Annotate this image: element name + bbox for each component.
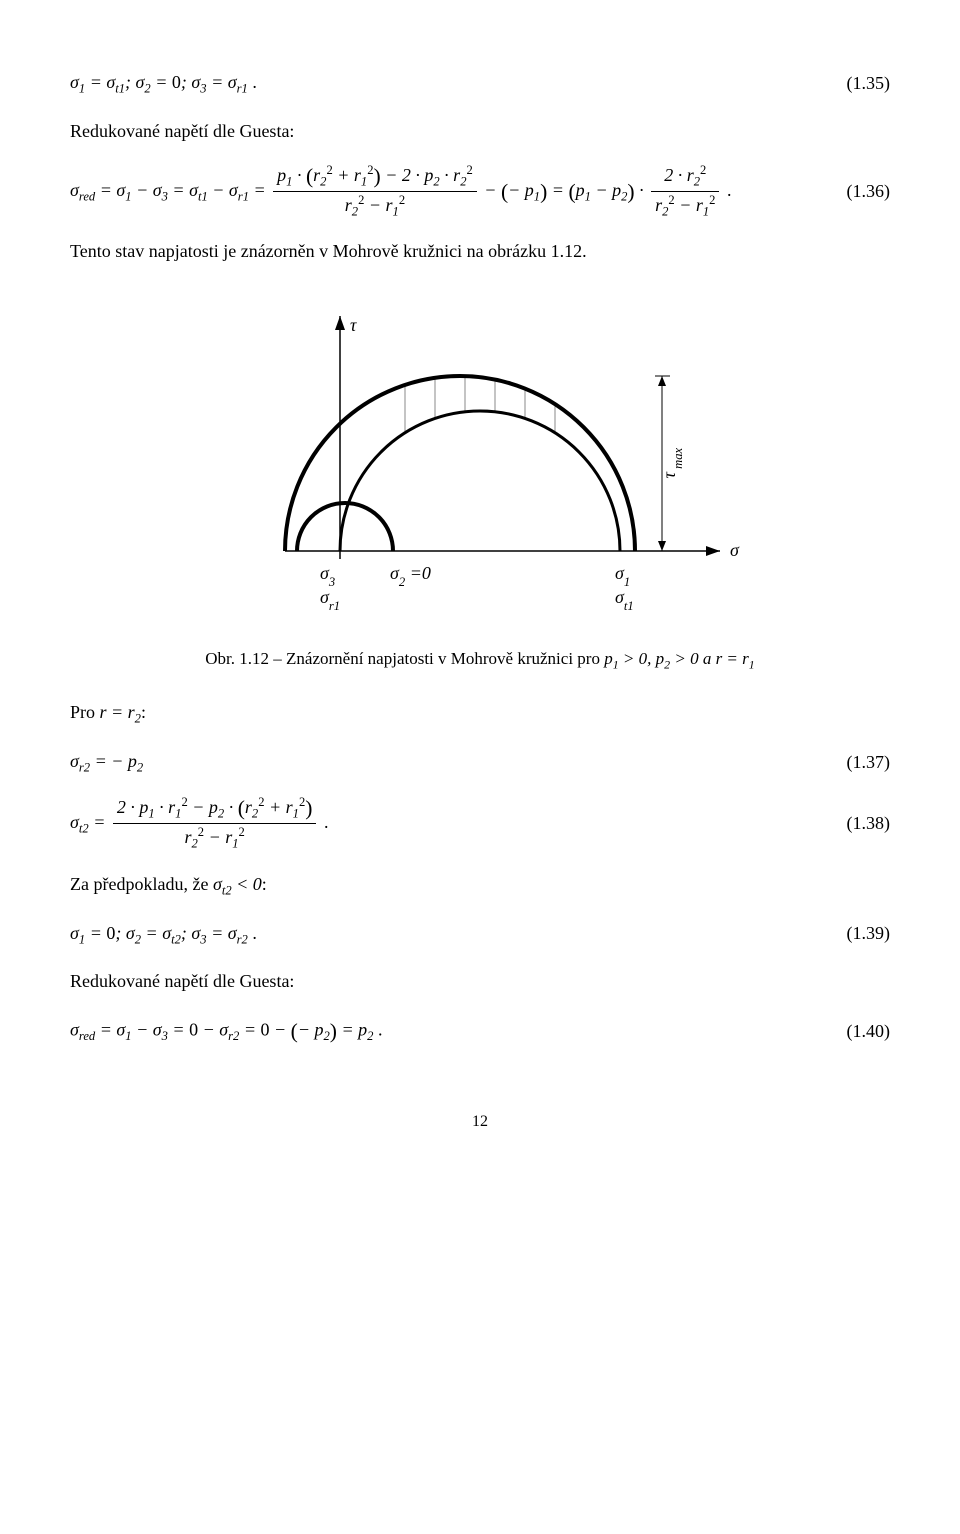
eq-number: (1.40) [827,1017,891,1046]
mohr-svg: τστ maxσ3σ2 =0σ1σr1σt1 [200,296,760,626]
eq-number: (1.36) [827,177,891,206]
equation-1-35: σ1 = σt1; σ2 = 0; σ3 = σr1 . (1.35) [70,68,890,99]
eq-body: σred = σ1 − σ3 = σt1 − σr1 = p1 · (r22 +… [70,164,731,220]
svg-text:σ: σ [730,540,740,560]
eq-number: (1.35) [827,69,891,98]
text-mohr-intro: Tento stav napjatosti je znázorněn v Moh… [70,237,890,266]
page-number: 12 [70,1109,890,1135]
figure-mohr-circle: τστ maxσ3σ2 =0σ1σr1σt1 [70,296,890,635]
text-assume-sigma-t2: Za předpokladu, že σt2 < 0: [70,870,890,901]
equation-1-37: σr2 = − p2 (1.37) [70,747,890,778]
eq-number: (1.39) [827,919,891,948]
equation-1-38: σt2 = 2 · p1 · r12 − p2 · (r22 + r12) r2… [70,796,890,852]
eq-body: σr2 = − p2 [70,747,143,778]
eq-number: (1.37) [827,748,891,777]
eq-body: σt2 = 2 · p1 · r12 − p2 · (r22 + r12) r2… [70,796,328,852]
caption-prefix: Obr. 1.12 – Znázornění napjatosti v Mohr… [205,649,604,668]
eq-body: σ1 = 0; σ2 = σt2; σ3 = σr2 . [70,919,257,950]
svg-text:τ: τ [350,315,357,335]
figure-caption: Obr. 1.12 – Znázornění napjatosti v Mohr… [70,645,890,674]
equation-1-36: σred = σ1 − σ3 = σt1 − σr1 = p1 · (r22 +… [70,164,890,220]
eq-number: (1.38) [827,809,891,838]
equation-1-39: σ1 = 0; σ2 = σt2; σ3 = σr2 . (1.39) [70,919,890,950]
text-reduk-header-2: Redukované napětí dle Guesta: [70,967,890,996]
caption-condition: p1 > 0, p2 > 0 a r = r1 [604,649,755,668]
text-pro-r-r2: Pro r = r2: [70,698,890,729]
text-reduk-header-1: Redukované napětí dle Guesta: [70,117,890,146]
equation-1-40: σred = σ1 − σ3 = 0 − σr2 = 0 − (− p2) = … [70,1014,890,1049]
eq-body: σred = σ1 − σ3 = 0 − σr2 = 0 − (− p2) = … [70,1014,382,1049]
eq-body: σ1 = σt1; σ2 = 0; σ3 = σr1 . [70,68,257,99]
